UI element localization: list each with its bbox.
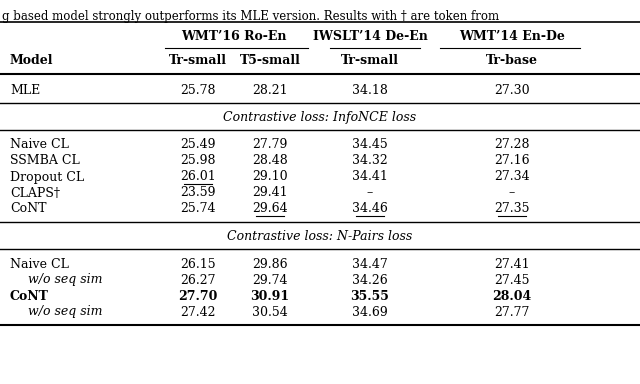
Text: w/o seq sim: w/o seq sim xyxy=(28,273,102,286)
Text: 27.77: 27.77 xyxy=(494,306,530,318)
Text: 27.42: 27.42 xyxy=(180,306,216,318)
Text: 27.45: 27.45 xyxy=(494,273,530,286)
Text: 34.46: 34.46 xyxy=(352,202,388,215)
Text: Naive CL: Naive CL xyxy=(10,258,69,270)
Text: 25.49: 25.49 xyxy=(180,139,216,152)
Text: 27.30: 27.30 xyxy=(494,83,530,96)
Text: Contrastive loss: N-Pairs loss: Contrastive loss: N-Pairs loss xyxy=(227,230,413,243)
Text: SSMBA CL: SSMBA CL xyxy=(10,154,80,167)
Text: –: – xyxy=(367,187,373,200)
Text: 28.48: 28.48 xyxy=(252,154,288,167)
Text: Dropout CL: Dropout CL xyxy=(10,170,84,184)
Text: 27.28: 27.28 xyxy=(494,139,530,152)
Text: CLAPS†: CLAPS† xyxy=(10,187,60,200)
Text: 25.98: 25.98 xyxy=(180,154,216,167)
Text: 26.15: 26.15 xyxy=(180,258,216,270)
Text: Tr-small: Tr-small xyxy=(341,53,399,66)
Text: 34.18: 34.18 xyxy=(352,83,388,96)
Text: WMT’14 En-De: WMT’14 En-De xyxy=(459,30,565,43)
Text: 35.55: 35.55 xyxy=(351,290,389,303)
Text: Contrastive loss: InfoNCE loss: Contrastive loss: InfoNCE loss xyxy=(223,111,417,124)
Text: 26.27: 26.27 xyxy=(180,273,216,286)
Text: 34.69: 34.69 xyxy=(352,306,388,318)
Text: 23.59: 23.59 xyxy=(180,187,216,200)
Text: 28.04: 28.04 xyxy=(492,290,532,303)
Text: 27.34: 27.34 xyxy=(494,170,530,184)
Text: 27.41: 27.41 xyxy=(494,258,530,270)
Text: 34.32: 34.32 xyxy=(352,154,388,167)
Text: 27.79: 27.79 xyxy=(252,139,288,152)
Text: Tr-small: Tr-small xyxy=(169,53,227,66)
Text: 26.01: 26.01 xyxy=(180,170,216,184)
Text: 29.41: 29.41 xyxy=(252,187,288,200)
Text: 30.54: 30.54 xyxy=(252,306,288,318)
Text: 30.91: 30.91 xyxy=(250,290,289,303)
Text: Model: Model xyxy=(10,53,54,66)
Text: CoNT: CoNT xyxy=(10,202,47,215)
Text: MLE: MLE xyxy=(10,83,40,96)
Text: 25.74: 25.74 xyxy=(180,202,216,215)
Text: CoNT: CoNT xyxy=(10,290,49,303)
Text: 27.16: 27.16 xyxy=(494,154,530,167)
Text: g based model strongly outperforms its MLE version. Results with † are token fro: g based model strongly outperforms its M… xyxy=(2,10,499,23)
Text: 29.10: 29.10 xyxy=(252,170,288,184)
Text: 34.45: 34.45 xyxy=(352,139,388,152)
Text: T5-small: T5-small xyxy=(239,53,300,66)
Text: 34.41: 34.41 xyxy=(352,170,388,184)
Text: 25.78: 25.78 xyxy=(180,83,216,96)
Text: –: – xyxy=(509,187,515,200)
Text: 29.64: 29.64 xyxy=(252,202,288,215)
Text: 34.47: 34.47 xyxy=(352,258,388,270)
Text: 34.26: 34.26 xyxy=(352,273,388,286)
Text: 29.86: 29.86 xyxy=(252,258,288,270)
Text: 28.21: 28.21 xyxy=(252,83,288,96)
Text: Tr-base: Tr-base xyxy=(486,53,538,66)
Text: 27.70: 27.70 xyxy=(179,290,218,303)
Text: IWSLT’14 De-En: IWSLT’14 De-En xyxy=(312,30,428,43)
Text: 29.74: 29.74 xyxy=(252,273,288,286)
Text: WMT’16 Ro-En: WMT’16 Ro-En xyxy=(181,30,287,43)
Text: w/o seq sim: w/o seq sim xyxy=(28,306,102,318)
Text: 27.35: 27.35 xyxy=(494,202,530,215)
Text: Naive CL: Naive CL xyxy=(10,139,69,152)
